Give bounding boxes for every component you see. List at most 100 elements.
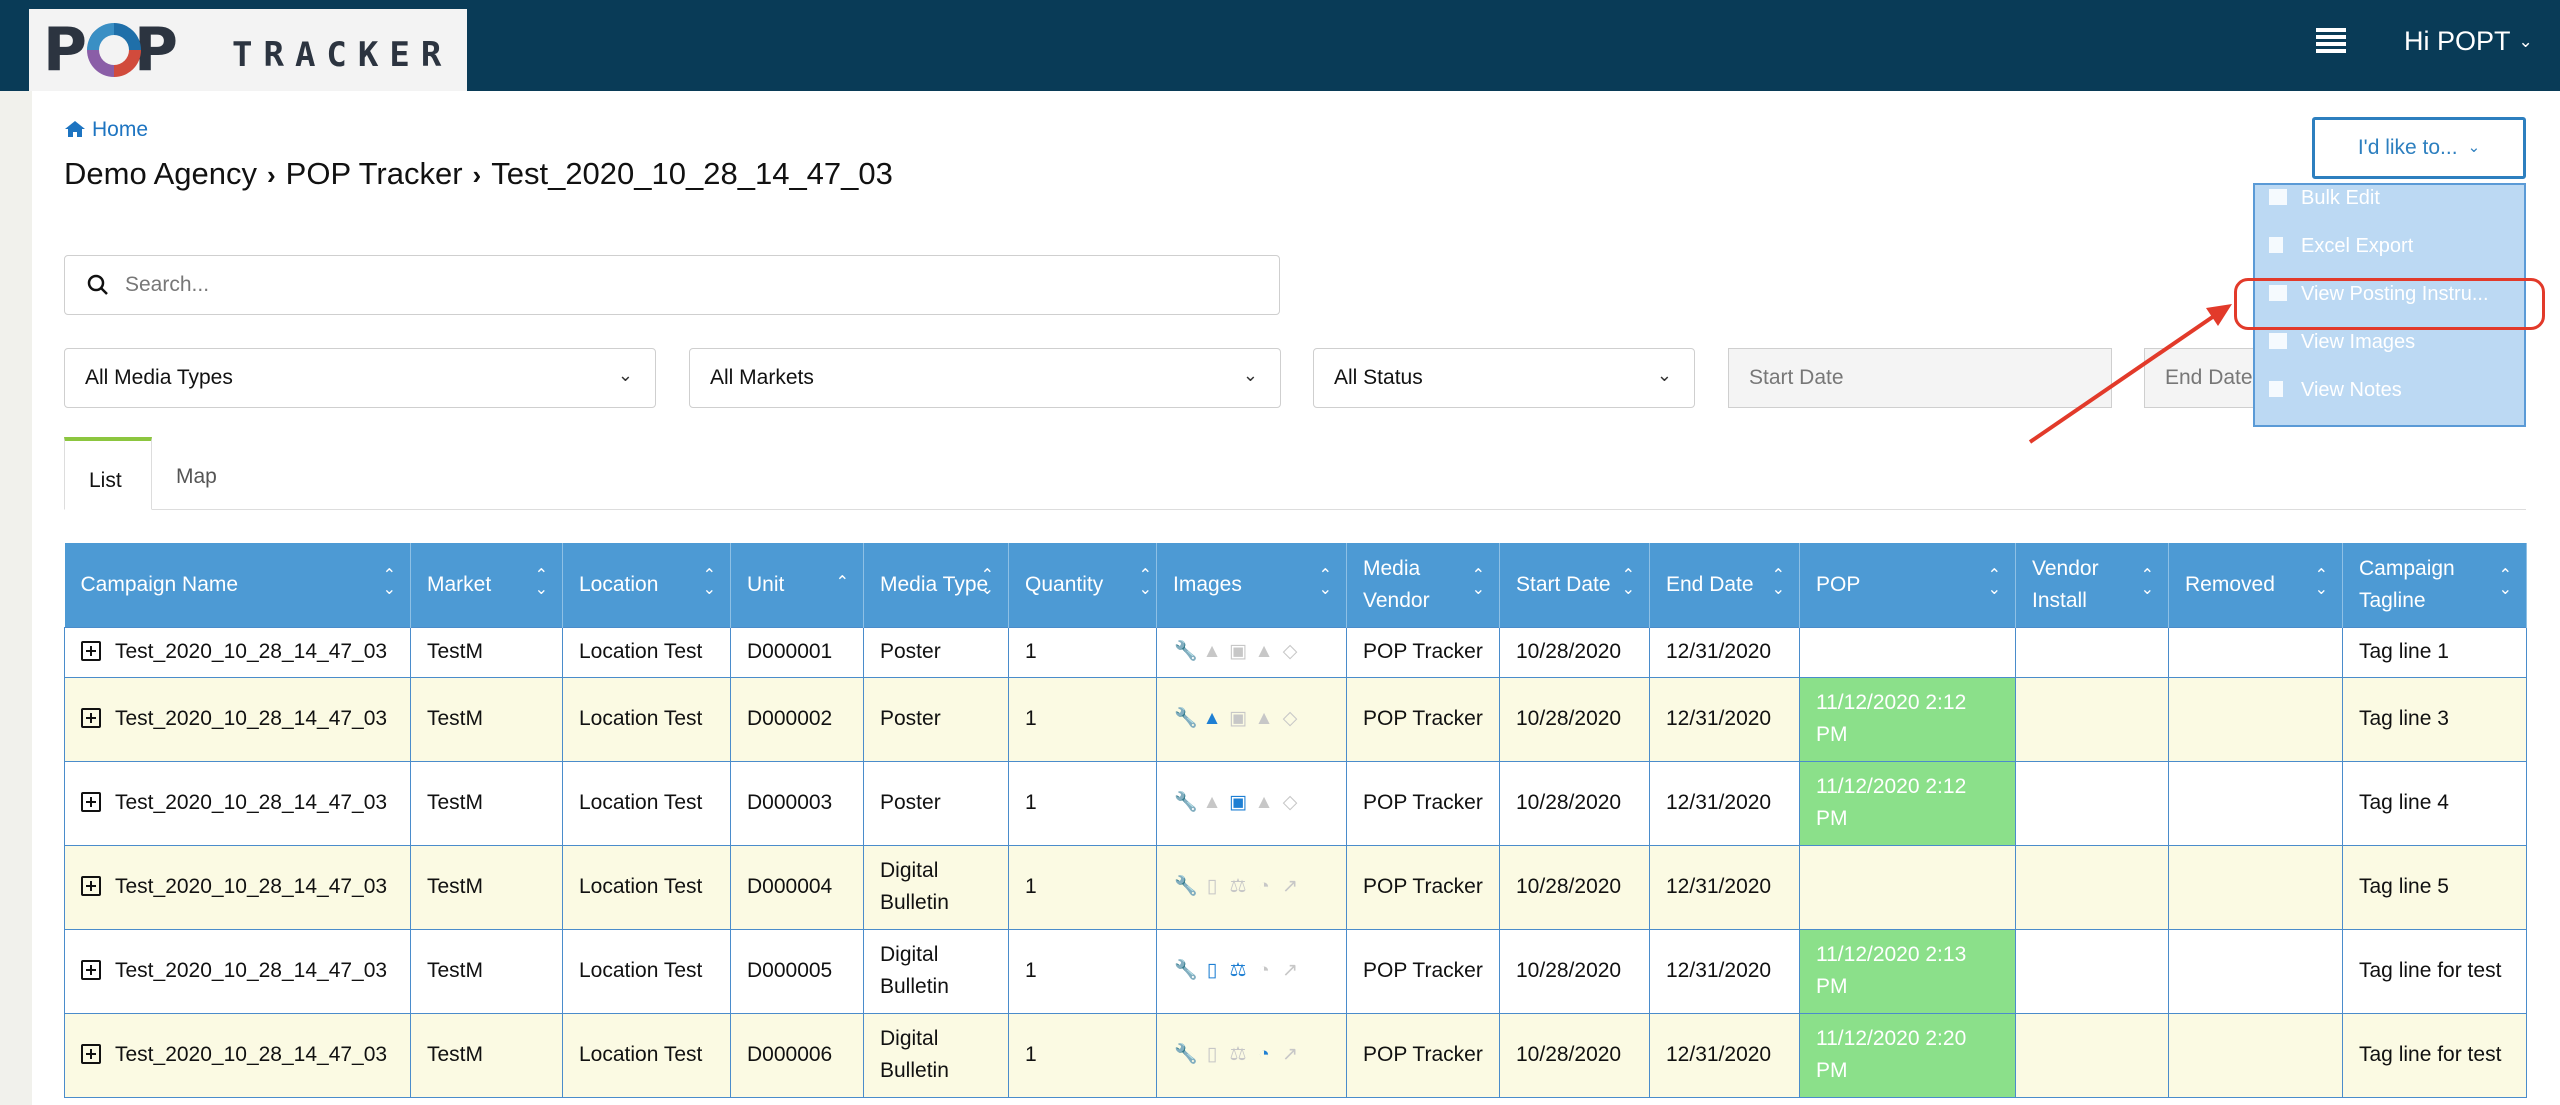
chart-icon: ↗ [1282,1044,1298,1065]
col-campaign-tagline[interactable]: Campaign Tagline ⌃ ⌄ [2342,543,2527,627]
upload-icon: ▲ [1202,792,1222,813]
image-status-icons[interactable]: 🔧 ▯ ⚖ ◔ ↗ [1156,1012,1347,1098]
col-images[interactable]: Images ⌃ ⌄ [1156,543,1347,627]
col-pop[interactable]: POP ⌃ ⌄ [1799,543,2016,627]
image-status-icons[interactable]: 🔧 ▯ ⚖ ◔ ↗ [1156,844,1347,930]
search-box [64,255,1280,315]
camera-icon: ▣ [1229,792,1247,813]
expand-icon[interactable] [81,641,101,661]
sort-icon: ⌃ ⌄ [1621,567,1635,598]
sort-icon: ⌃ ⌄ [980,567,994,598]
scale-icon: ⚖ [1229,960,1247,981]
expand-icon[interactable] [81,708,101,728]
view-tabs: List Map [64,437,2526,510]
chevron-right-icon: › [472,160,482,190]
col-quantity[interactable]: Quantity ⌃ ⌄ [1008,543,1157,627]
menu-item-view-images[interactable]: View Images [2255,331,2524,371]
annotation-highlight-ring [2234,278,2545,330]
media-types-select[interactable]: All Media Types ⌄ [64,348,656,408]
wrench-icon: 🔧 [1174,641,1198,662]
wrench-icon: 🔧 [1174,876,1198,897]
file-icon [2269,381,2283,397]
user-menu[interactable]: Hi POPT ⌄ [2404,26,2533,57]
breadcrumb-agency[interactable]: Demo Agency [64,156,257,191]
expand-icon[interactable] [81,792,101,812]
table-row[interactable]: Test_2020_10_28_14_47_03 TestM Location … [64,760,2527,846]
road-icon: ▲ [1254,708,1274,729]
col-location[interactable]: Location ⌃ ⌄ [562,543,731,627]
expand-icon[interactable] [81,1044,101,1064]
table-row[interactable]: Test_2020_10_28_14_47_03 TestM Location … [64,928,2527,1014]
road-icon: ▲ [1254,641,1274,662]
sort-icon: ⌃ ⌄ [702,567,716,598]
end-date-field[interactable]: End Date [2144,348,2254,408]
pie-icon: ◔ [1258,960,1270,981]
pop-tracker-logo[interactable]: POP TRACKER [29,9,467,91]
list-icon [2269,189,2287,205]
upload-icon: ▲ [1202,708,1222,729]
image-status-icons[interactable]: 🔧 ▲ ▣ ▲ ◇ [1156,626,1347,678]
sort-icon: ⌃ ⌄ [2498,567,2512,598]
media-types-value: All Media Types [85,366,233,389]
units-table: Campaign Name ⌃ ⌄ Market ⌃ ⌄ Location ⌃ ⌄ Unit… [64,543,2527,1098]
breadcrumb-campaign: Test_2020_10_28_14_47_03 [491,156,893,191]
sort-icon: ⌃ ⌄ [1987,567,2001,598]
chevron-down-icon: ⌄ [1656,365,1672,385]
road-icon: ▲ [1254,792,1274,813]
actions-button-label: I'd like to... [2357,136,2458,159]
table-row[interactable]: Test_2020_10_28_14_47_03 TestM Location … [64,676,2527,762]
menu-item-excel-export[interactable]: Excel Export [2255,235,2524,275]
sort-icon: ⌃ ⌄ [1138,567,1152,598]
diamond-icon: ◇ [1282,641,1298,662]
table-row[interactable]: Test_2020_10_28_14_47_03 TestM Location … [64,1012,2527,1098]
col-start-date[interactable]: Start Date ⌃ ⌄ [1499,543,1650,627]
actions-dropdown-button[interactable]: I'd like to... ⌄ [2312,117,2526,179]
diamond-icon: ◇ [1282,792,1298,813]
sort-icon: ⌃ ⌄ [2314,567,2328,598]
col-removed[interactable]: Removed ⌃ ⌄ [2168,543,2343,627]
col-market[interactable]: Market ⌃ ⌄ [410,543,563,627]
mobile-icon: ▯ [1206,1044,1218,1065]
search-icon [87,274,108,295]
breadcrumb-app[interactable]: POP Tracker [285,156,463,191]
pie-icon: ◔ [1258,1044,1270,1065]
expand-icon[interactable] [81,876,101,896]
search-input[interactable] [125,268,1255,302]
tab-list[interactable]: List [64,437,152,510]
expand-icon[interactable] [81,960,101,980]
scale-icon: ⚖ [1229,1044,1247,1065]
col-vendor-install[interactable]: Vendor Install ⌃ ⌄ [2015,543,2169,627]
hamburger-icon[interactable] [2316,28,2346,54]
sort-icon: ⌃ ⌄ [1471,567,1485,598]
image-status-icons[interactable]: 🔧 ▲ ▣ ▲ ◇ [1156,760,1347,846]
chevron-down-icon: ⌄ [2518,32,2533,51]
tab-map[interactable]: Map [176,465,217,488]
start-date-field[interactable]: Start Date [1728,348,2112,408]
markets-select[interactable]: All Markets ⌄ [689,348,1281,408]
logo-tracker-text: TRACKER [232,35,453,75]
image-status-icons[interactable]: 🔧 ▲ ▣ ▲ ◇ [1156,676,1347,762]
chevron-down-icon: ⌄ [2467,139,2481,156]
diamond-icon: ◇ [1282,708,1298,729]
menu-item-bulk-edit[interactable]: Bulk Edit [2255,187,2524,227]
home-label: Home [92,118,149,141]
chevron-right-icon: › [267,160,276,190]
col-end-date[interactable]: End Date ⌃ ⌄ [1649,543,1800,627]
sort-icon: ⌃ ⌄ [534,567,548,598]
home-link[interactable]: Home [64,118,148,142]
wrench-icon: 🔧 [1174,792,1198,813]
col-media-vendor[interactable]: Media Vendor ⌃ ⌄ [1346,543,1500,627]
status-select[interactable]: All Status ⌄ [1313,348,1695,408]
col-media-type[interactable]: Media Type ⌃ ⌄ [863,543,1009,627]
table-row[interactable]: Test_2020_10_28_14_47_03 TestM Location … [64,844,2527,930]
menu-item-view-notes[interactable]: View Notes [2255,379,2524,419]
pie-icon: ◔ [1258,876,1270,897]
menu-item-view-posting-instructions[interactable]: View Posting Instru... [2255,283,2524,323]
table-row[interactable]: Test_2020_10_28_14_47_03 TestM Location … [64,626,2527,678]
col-unit[interactable]: Unit ⌃ [730,543,864,627]
camera-icon: ▣ [1229,708,1247,729]
camera-icon: ▣ [1229,641,1247,662]
table-header-row: Campaign Name ⌃ ⌄ Market ⌃ ⌄ Location ⌃ ⌄ Unit… [64,543,2527,627]
col-campaign-name[interactable]: Campaign Name ⌃ ⌄ [64,543,411,627]
image-status-icons[interactable]: 🔧 ▯ ⚖ ◔ ↗ [1156,928,1347,1014]
